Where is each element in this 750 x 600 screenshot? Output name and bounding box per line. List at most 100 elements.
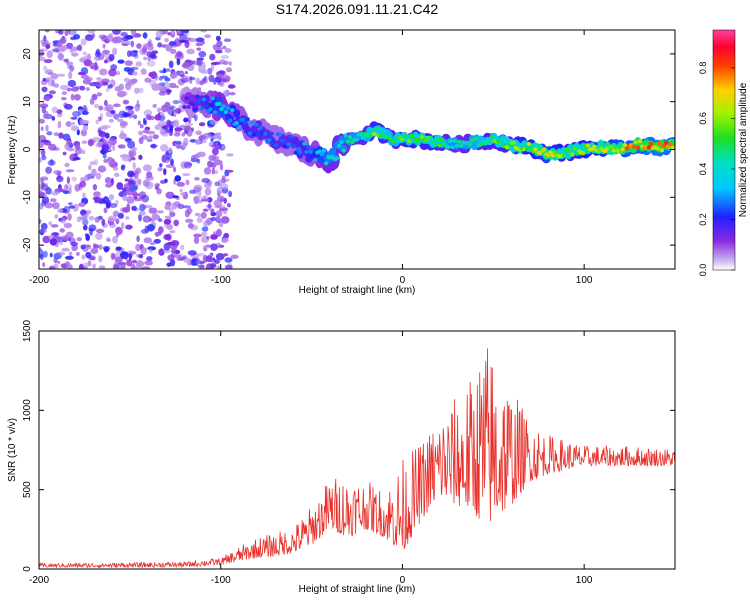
- spectrogram-noise-blob: [180, 244, 185, 251]
- spectrogram-noise-blob: [108, 68, 117, 77]
- spectrogram-noise-blob: [166, 88, 171, 95]
- spectrogram-noise-blob: [228, 190, 233, 198]
- spectrogram-noise-blob: [39, 56, 46, 62]
- spectrogram-noise-blob: [89, 256, 96, 261]
- spectrogram-noise-blob: [92, 136, 101, 142]
- spectrogram-noise-blob: [114, 172, 120, 177]
- spectrogram-noise-blob: [81, 244, 90, 248]
- spectrogram-noise-blob: [66, 43, 73, 50]
- spectrogram-ridge-blob: [212, 110, 218, 115]
- spectrogram-ridge-blob: [361, 135, 366, 140]
- spectrogram-ridge-blob: [210, 96, 215, 101]
- spectrogram-noise-blob: [84, 34, 94, 41]
- spectrogram-noise-blob: [215, 210, 223, 218]
- spectrogram-noise-blob: [193, 233, 203, 238]
- spectrogram-ridge-blob: [233, 109, 241, 118]
- spectrogram-ridge-blob: [546, 153, 551, 158]
- spectrogram-noise-blob: [210, 217, 217, 221]
- spectrogram-noise-blob: [131, 259, 137, 264]
- spectrogram-noise-blob: [115, 199, 119, 205]
- colorbar-label: Normalized spectral amplitude: [738, 82, 749, 217]
- spectrogram-noise-blob: [121, 40, 130, 44]
- spectrogram-noise-blob: [146, 60, 156, 67]
- spectrogram-noise-blob: [168, 147, 173, 155]
- spectrogram-noise-blob: [70, 93, 75, 101]
- spectrogram-noise-blob: [201, 226, 209, 232]
- spectrogram-noise-blob: [116, 182, 124, 190]
- spectrogram-noise-blob: [77, 71, 86, 76]
- spectrogram-noise-blob: [157, 107, 162, 113]
- spectrogram-y-tick-label: 20: [22, 48, 33, 60]
- spectrogram-noise-blob: [52, 202, 60, 210]
- spectrogram-noise-blob: [129, 151, 134, 158]
- colorbar-tick-label: 0.6: [698, 112, 708, 125]
- spectrogram-noise-blob: [68, 187, 72, 195]
- spectrogram-noise-blob: [226, 67, 232, 73]
- spectrogram-noise-blob: [119, 132, 127, 140]
- spectrogram-ridge-blob: [450, 145, 455, 150]
- spectrogram-noise-blob: [51, 106, 58, 114]
- spectrogram-ridge-blob: [646, 145, 651, 150]
- spectrogram-noise-blob: [65, 255, 74, 260]
- spectrogram-noise-blob: [134, 33, 141, 38]
- spectrogram-noise-blob: [143, 56, 148, 61]
- spectrogram-noise-blob: [106, 238, 112, 242]
- spectrogram-noise-blob: [212, 44, 218, 50]
- spectrogram-ridge-blob: [456, 139, 462, 144]
- spectrogram-noise-blob: [98, 105, 104, 111]
- spectrogram-noise-blob: [113, 263, 120, 269]
- spectrogram-noise-blob: [186, 48, 195, 55]
- spectrogram-ridge-blob: [247, 131, 252, 136]
- spectrogram-noise-blob: [104, 99, 108, 107]
- spectrogram-noise-blob: [110, 252, 116, 261]
- spectrogram-noise-blob: [128, 252, 132, 261]
- spectrogram-noise-blob: [196, 151, 206, 158]
- spectrogram-noise-blob: [58, 30, 64, 35]
- snr-y-ticks: 0 500 1000 1500: [22, 319, 675, 572]
- spectrogram-ridge-blob: [631, 144, 636, 149]
- spectrogram-noise-blob: [110, 177, 114, 186]
- spectrogram-noise-blob: [57, 112, 63, 118]
- spectrogram-noise-blob: [222, 253, 229, 257]
- spectrogram-noise-blob: [217, 135, 222, 141]
- spectrogram-noise-blob: [195, 37, 205, 43]
- spectrogram-noise-blob: [215, 140, 219, 147]
- spectrogram-ridge-blob: [204, 103, 209, 108]
- spectrogram-noise-blob: [147, 40, 151, 46]
- spectrogram-noise-blob: [181, 132, 186, 137]
- spectrogram-noise-blob: [169, 230, 176, 234]
- spectrogram-noise-blob: [66, 121, 72, 128]
- spectrogram-ridge-blob: [402, 133, 407, 138]
- snr-x-ticks: -200 -100 0 100: [29, 331, 593, 586]
- spectrogram-noise-blob: [181, 75, 189, 81]
- spectrogram-noise-blob: [175, 30, 182, 35]
- spectrogram-noise-blob: [65, 169, 75, 173]
- spectrogram-noise-blob: [42, 77, 47, 82]
- spectrogram-ridge-blob: [528, 146, 534, 151]
- spectrogram-noise-blob: [97, 165, 107, 173]
- spectrogram-noise-blob: [61, 247, 70, 252]
- spectrogram-noise-blob: [96, 77, 102, 81]
- spectrogram-ridge-blob: [637, 139, 643, 144]
- spectrogram-noise-blob: [197, 264, 205, 269]
- spectrogram-noise-blob: [146, 204, 153, 209]
- spectrogram-noise-blob: [196, 158, 201, 164]
- spectrogram-noise-blob: [61, 91, 68, 96]
- spectrogram-noise-blob: [44, 202, 54, 209]
- spectrogram-noise-blob: [117, 118, 124, 123]
- spectrogram-ridge-blob: [184, 96, 189, 101]
- spectrogram-noise-blob: [219, 183, 229, 190]
- spectrogram-noise-blob: [132, 147, 137, 151]
- spectrogram-ridge-blob: [526, 141, 532, 146]
- spectrogram-noise-blob: [144, 77, 152, 83]
- spectrogram-noise-blob: [207, 202, 212, 211]
- spectrogram-noise-blob: [105, 35, 114, 43]
- spectrogram-noise-blob: [138, 210, 146, 216]
- spectrogram-noise-blob: [117, 144, 126, 149]
- spectrogram-noise-blob: [71, 121, 76, 126]
- spectrogram-ridge-blob: [223, 110, 228, 114]
- spectrogram-noise-blob: [105, 201, 111, 209]
- spectrogram-noise-blob: [97, 127, 102, 133]
- spectrogram-noise-blob: [137, 87, 144, 94]
